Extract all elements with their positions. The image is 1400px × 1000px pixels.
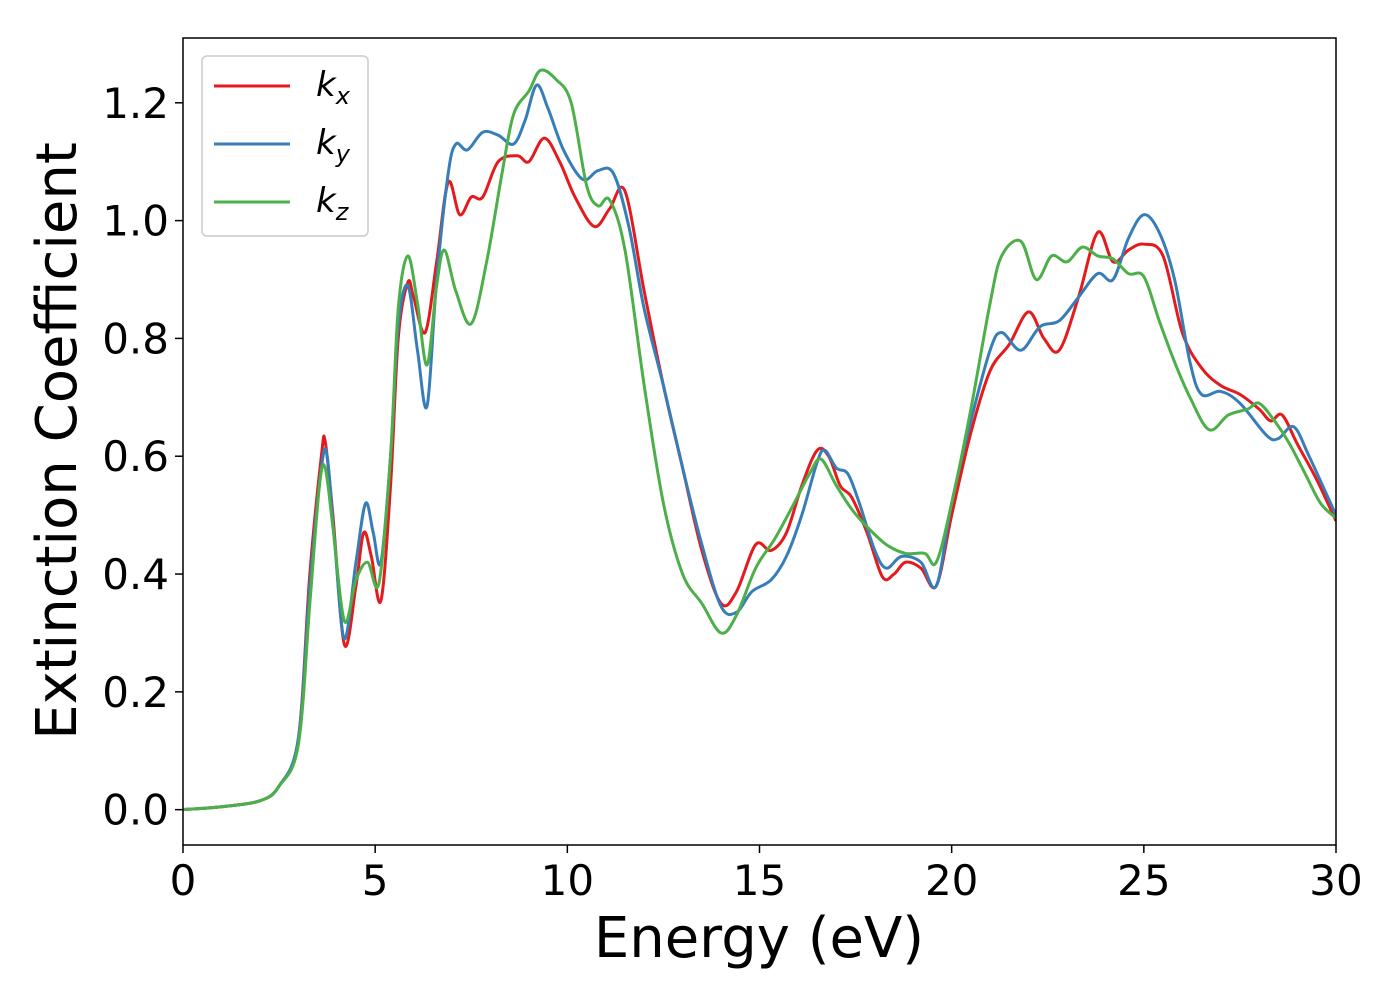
x-axis-label: Energy (eV): [594, 906, 924, 971]
y-tick-label: 0.4: [102, 550, 169, 599]
y-tick-label: 0.6: [102, 432, 169, 481]
y-axis: 0.0 0.2 0.4 0.6 0.8 1.0 1.2: [102, 79, 183, 835]
legend-box: [201, 55, 369, 237]
y-tick-label: 1.2: [102, 79, 169, 128]
legend-label-z: kz: [316, 181, 350, 226]
legend: kx ky kz: [201, 55, 369, 237]
series-layer: [183, 68, 1336, 812]
y-tick-label: 0.2: [102, 668, 169, 717]
x-tick-label: 10: [541, 856, 594, 905]
x-tick-label: 15: [733, 856, 786, 905]
x-axis: 0 5 10 15 20 25 30: [170, 845, 1363, 905]
series-line-z: [183, 68, 1336, 812]
series-line-y: [183, 83, 1336, 812]
x-tick-label: 0: [170, 856, 197, 905]
y-tick-label: 0.8: [102, 314, 169, 363]
x-tick-label: 25: [1117, 856, 1170, 905]
y-tick-label: 0.0: [102, 786, 169, 835]
series-line-x: [183, 136, 1336, 812]
x-tick-label: 5: [362, 856, 389, 905]
legend-label-y: ky: [316, 123, 351, 168]
y-tick-label: 1.0: [102, 197, 169, 246]
x-tick-label: 20: [925, 856, 978, 905]
x-tick-label: 30: [1309, 856, 1362, 905]
legend-label-x: kx: [316, 65, 351, 110]
y-axis-label: Extinction Coefficient: [25, 142, 90, 740]
